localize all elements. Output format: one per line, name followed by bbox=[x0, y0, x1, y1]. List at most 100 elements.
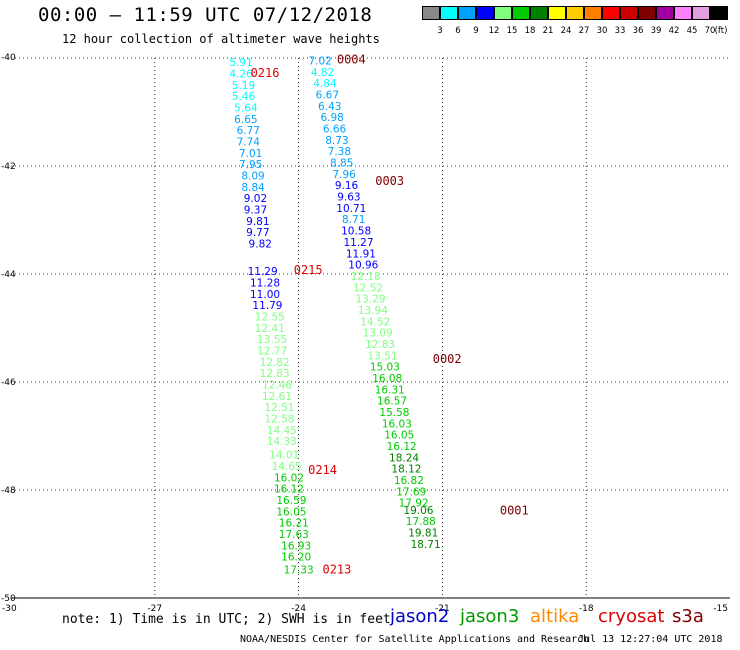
swh-data-point: 9.81 bbox=[246, 216, 269, 228]
colorbar-label: (ft) bbox=[714, 26, 728, 36]
swh-data-point: 13.51 bbox=[367, 350, 397, 362]
track-time-label: 0213 bbox=[322, 563, 351, 577]
swh-data-point: 14.01 bbox=[269, 450, 299, 462]
footer-note: note: 1) Time is in UTC; 2) SWH is in fe… bbox=[62, 612, 391, 627]
swh-data-point: 14.65 bbox=[272, 461, 302, 473]
colorbar-label: 24 bbox=[560, 26, 572, 36]
swh-data-point: 11.27 bbox=[343, 237, 373, 249]
colorbar-swatch bbox=[566, 6, 584, 20]
swh-data-point: 9.82 bbox=[249, 239, 272, 251]
swh-data-point: 10.58 bbox=[341, 226, 371, 238]
colorbar-label: 27 bbox=[578, 26, 590, 36]
swh-data-point: 12.83 bbox=[365, 339, 395, 351]
colorbar-swatch bbox=[422, 6, 440, 20]
swh-data-point: 6.65 bbox=[234, 114, 257, 126]
x-tick-label: -15 bbox=[713, 604, 728, 614]
swh-data-point: 17.92 bbox=[399, 498, 429, 510]
colorbar-swatch bbox=[584, 6, 602, 20]
colorbar-swatch bbox=[710, 6, 728, 20]
swh-data-point: 13.29 bbox=[355, 294, 385, 306]
colorbar-label: 30 bbox=[596, 26, 608, 36]
track-time-label: 0004 bbox=[337, 52, 366, 66]
swh-data-point: 16.31 bbox=[375, 384, 405, 396]
swh-data-point: 12.51 bbox=[264, 402, 294, 414]
swh-data-point: 13.55 bbox=[257, 334, 287, 346]
swh-data-point: 7.74 bbox=[237, 136, 261, 148]
swh-data-point: 6.98 bbox=[320, 112, 343, 124]
swh-data-point: 16.59 bbox=[276, 495, 306, 507]
colorbar-label: 21 bbox=[542, 26, 554, 36]
colorbar-swatch bbox=[638, 6, 656, 20]
colorbar-swatch bbox=[512, 6, 530, 20]
swh-data-point: 16.12 bbox=[274, 484, 304, 496]
colorbar-label: 42 bbox=[668, 26, 680, 36]
colorbar-label: 39 bbox=[650, 26, 662, 36]
swh-data-point: 7.38 bbox=[328, 146, 351, 158]
swh-data-point: 18.12 bbox=[391, 464, 421, 476]
x-tick-label: -18 bbox=[579, 604, 594, 614]
swh-data-point: 12.46 bbox=[262, 379, 292, 391]
swh-data-point: 11.00 bbox=[250, 289, 280, 301]
chart-subtitle: 12 hour collection of altimeter wave hei… bbox=[62, 32, 380, 46]
y-tick-label: -44 bbox=[1, 270, 16, 280]
swh-data-point: 12.61 bbox=[262, 391, 292, 403]
swh-data-point: 6.67 bbox=[316, 90, 339, 102]
swh-data-point: 5.91 bbox=[229, 57, 252, 69]
satellite-legend-jason3: jason3 bbox=[460, 606, 520, 627]
colorbar-swatch bbox=[620, 6, 638, 20]
swh-data-point: 4.26 bbox=[229, 68, 253, 80]
colorbar-swatch bbox=[530, 6, 548, 20]
x-tick-label: -30 bbox=[2, 604, 17, 614]
swh-data-point: 11.28 bbox=[250, 277, 280, 289]
swh-data-point: 12.77 bbox=[257, 345, 287, 357]
colorbar-label: 33 bbox=[614, 26, 626, 36]
colorbar-label: 6 bbox=[455, 26, 461, 36]
swh-data-point: 7.01 bbox=[239, 148, 262, 160]
x-tick-label: -24 bbox=[291, 604, 306, 614]
colorbar-swatch bbox=[602, 6, 620, 20]
swh-data-point: 11.79 bbox=[252, 300, 282, 312]
colorbar-swatch bbox=[440, 6, 458, 20]
swh-data-point: 12.18 bbox=[351, 271, 381, 283]
track-time-label: 0215 bbox=[294, 263, 323, 277]
colorbar-label: 45 bbox=[686, 26, 698, 36]
track-time-label: 0216 bbox=[251, 66, 280, 80]
swh-data-point: 5.64 bbox=[234, 102, 258, 114]
swh-data-point: 16.21 bbox=[279, 518, 309, 530]
swh-data-point: 19.06 bbox=[403, 505, 433, 517]
credit-text: NOAA/NESDIS Center for Satellite Applica… bbox=[240, 634, 590, 645]
swh-data-point: 17.88 bbox=[406, 516, 436, 528]
swh-data-point: 8.85 bbox=[330, 158, 353, 170]
swh-data-point: 13.09 bbox=[363, 328, 393, 340]
y-tick-label: -42 bbox=[1, 162, 16, 172]
y-tick-label: -50 bbox=[1, 594, 16, 604]
swh-data-point: 9.77 bbox=[246, 227, 269, 239]
swh-data-point: 16.02 bbox=[274, 472, 304, 484]
satellite-legend-cryosat: cryosat bbox=[598, 606, 665, 627]
swh-data-point: 16.05 bbox=[276, 506, 306, 518]
y-tick-label: -48 bbox=[1, 486, 16, 496]
colorbar-label: 70 bbox=[704, 26, 716, 36]
swh-data-point: 17.69 bbox=[396, 486, 426, 498]
swh-data-point: 14.52 bbox=[360, 316, 390, 328]
swh-data-point: 6.77 bbox=[237, 125, 260, 137]
colorbar-swatch bbox=[674, 6, 692, 20]
swh-data-point: 8.73 bbox=[325, 135, 348, 147]
satellite-legend-jason2: jason2 bbox=[390, 606, 450, 627]
colorbar-swatch bbox=[458, 6, 476, 20]
swh-data-point: 18.71 bbox=[411, 539, 441, 551]
swh-data-point: 16.82 bbox=[394, 475, 424, 487]
swh-data-point: 19.81 bbox=[408, 527, 438, 539]
swh-data-point: 18.24 bbox=[389, 452, 419, 464]
swh-data-point: 16.03 bbox=[382, 418, 412, 430]
swh-data-point: 17.33 bbox=[284, 565, 314, 577]
swh-data-point: 5.19 bbox=[232, 80, 255, 92]
colorbar-label: 18 bbox=[524, 26, 536, 36]
swh-data-point: 6.43 bbox=[318, 101, 341, 113]
swh-data-point: 15.03 bbox=[370, 362, 400, 374]
colorbar-label: 12 bbox=[488, 26, 500, 36]
swh-data-point: 7.96 bbox=[332, 169, 356, 181]
swh-data-point: 8.09 bbox=[241, 171, 264, 183]
swh-data-point: 9.63 bbox=[337, 192, 360, 204]
colorbar-swatch bbox=[476, 6, 494, 20]
